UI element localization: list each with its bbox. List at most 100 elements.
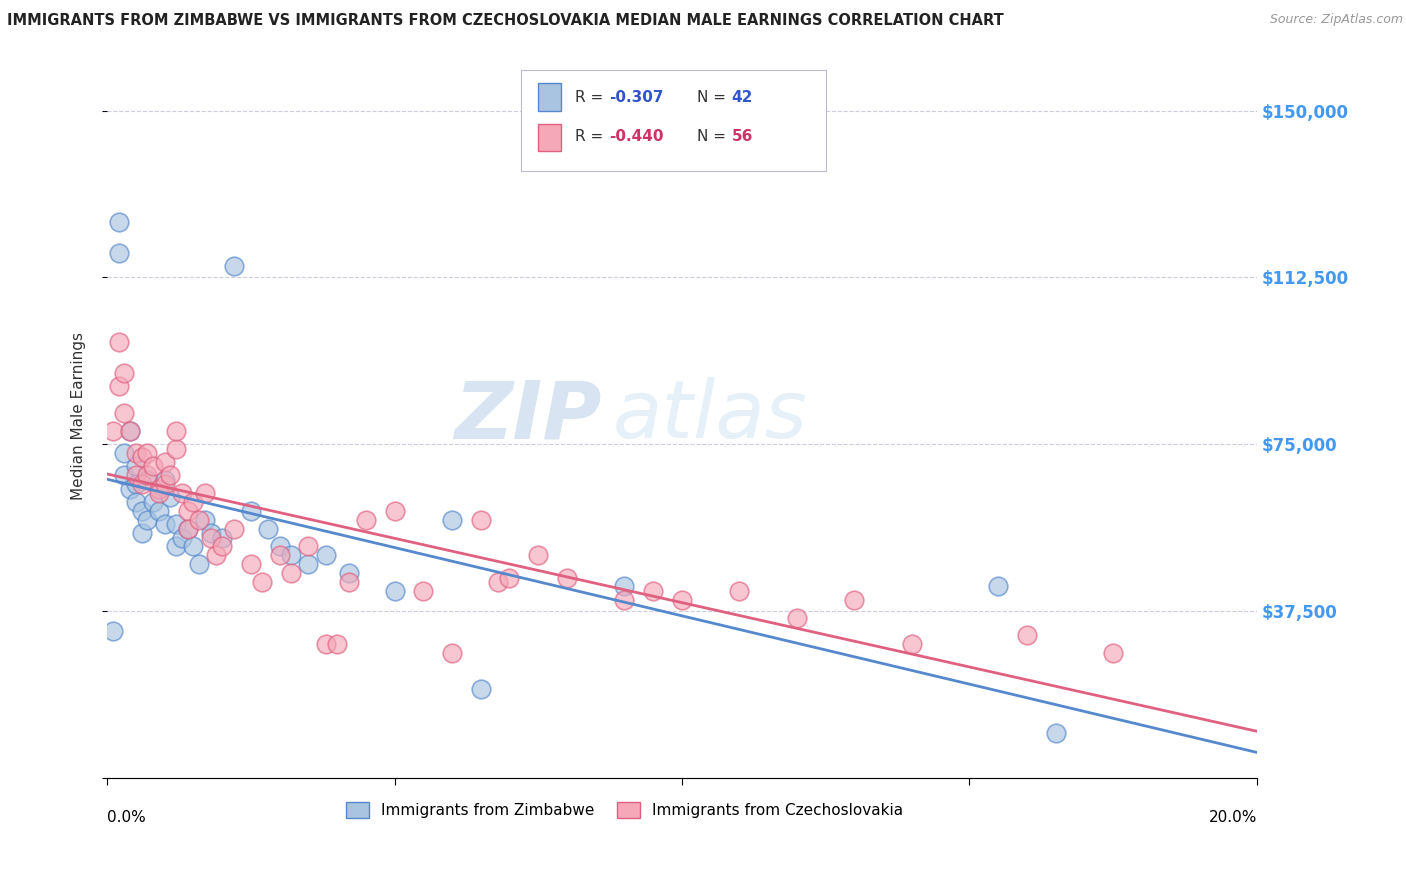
Point [136, 446, 159, 460]
Point [101, 624, 124, 638]
Point [337, 566, 360, 580]
Point [440, 513, 463, 527]
Point [337, 574, 360, 589]
Point [131, 504, 153, 518]
Point [412, 583, 434, 598]
Point [165, 517, 187, 532]
Point [269, 540, 291, 554]
Point [211, 531, 233, 545]
Point [136, 468, 159, 483]
Point [120, 424, 142, 438]
Point [153, 517, 176, 532]
Point [239, 504, 262, 518]
Point [159, 491, 181, 505]
Point [269, 549, 291, 563]
Point [170, 486, 193, 500]
Text: N =: N = [697, 129, 731, 145]
Point [176, 522, 198, 536]
Point [239, 557, 262, 571]
FancyBboxPatch shape [522, 70, 825, 170]
Point [280, 566, 302, 580]
Point [131, 477, 153, 491]
Point [136, 473, 159, 487]
Point [844, 592, 866, 607]
Point [148, 486, 170, 500]
Point [181, 540, 204, 554]
Point [125, 477, 148, 491]
Text: -0.440: -0.440 [610, 129, 664, 145]
Point [613, 592, 636, 607]
Point [142, 495, 165, 509]
Text: IMMIGRANTS FROM ZIMBABWE VS IMMIGRANTS FROM CZECHOSLOVAKIA MEDIAN MALE EARNINGS : IMMIGRANTS FROM ZIMBABWE VS IMMIGRANTS F… [7, 13, 1004, 29]
Point [188, 513, 211, 527]
Point [194, 486, 217, 500]
Point [165, 424, 187, 438]
Point [280, 549, 302, 563]
Point [176, 522, 198, 536]
Point [786, 610, 808, 624]
FancyBboxPatch shape [538, 124, 561, 152]
FancyBboxPatch shape [538, 83, 561, 111]
Point [170, 531, 193, 545]
Point [136, 513, 159, 527]
Point [315, 637, 337, 651]
Point [165, 442, 187, 456]
Point [297, 540, 319, 554]
Point [153, 477, 176, 491]
Point [131, 526, 153, 541]
Point [643, 583, 665, 598]
Point [188, 557, 211, 571]
Point [112, 366, 135, 380]
Point [194, 513, 217, 527]
Point [486, 574, 509, 589]
Text: R =: R = [575, 89, 609, 104]
Point [125, 446, 148, 460]
Point [326, 637, 349, 651]
Point [671, 592, 693, 607]
Point [101, 424, 124, 438]
Point [987, 579, 1010, 593]
Legend: Immigrants from Zimbabwe, Immigrants from Czechoslovakia: Immigrants from Zimbabwe, Immigrants fro… [339, 796, 910, 824]
Point [107, 379, 129, 393]
Point [252, 574, 274, 589]
Point [200, 531, 222, 545]
Point [222, 522, 245, 536]
Point [112, 468, 135, 483]
Point [159, 468, 181, 483]
Text: ZIP: ZIP [454, 377, 602, 455]
Point [901, 637, 924, 651]
Point [125, 495, 148, 509]
Point [176, 504, 198, 518]
Y-axis label: Median Male Earnings: Median Male Earnings [72, 333, 86, 500]
Point [107, 246, 129, 260]
Text: atlas: atlas [613, 377, 807, 455]
Point [107, 215, 129, 229]
Point [148, 482, 170, 496]
Point [112, 446, 135, 460]
Point [384, 583, 406, 598]
Point [440, 646, 463, 660]
Point [1102, 646, 1125, 660]
Point [1015, 628, 1038, 642]
Text: -0.307: -0.307 [610, 89, 664, 104]
Point [131, 450, 153, 465]
Point [142, 459, 165, 474]
Point [120, 424, 142, 438]
Point [257, 522, 280, 536]
Point [205, 549, 228, 563]
Point [148, 504, 170, 518]
Text: 42: 42 [731, 89, 752, 104]
Point [181, 495, 204, 509]
Point [384, 504, 406, 518]
Point [613, 579, 636, 593]
Point [297, 557, 319, 571]
Point [498, 570, 520, 584]
Text: N =: N = [697, 89, 731, 104]
Point [153, 473, 176, 487]
Point [470, 681, 492, 696]
Point [1045, 726, 1067, 740]
Point [211, 540, 233, 554]
Text: R =: R = [575, 129, 609, 145]
Point [222, 260, 245, 274]
Point [125, 459, 148, 474]
